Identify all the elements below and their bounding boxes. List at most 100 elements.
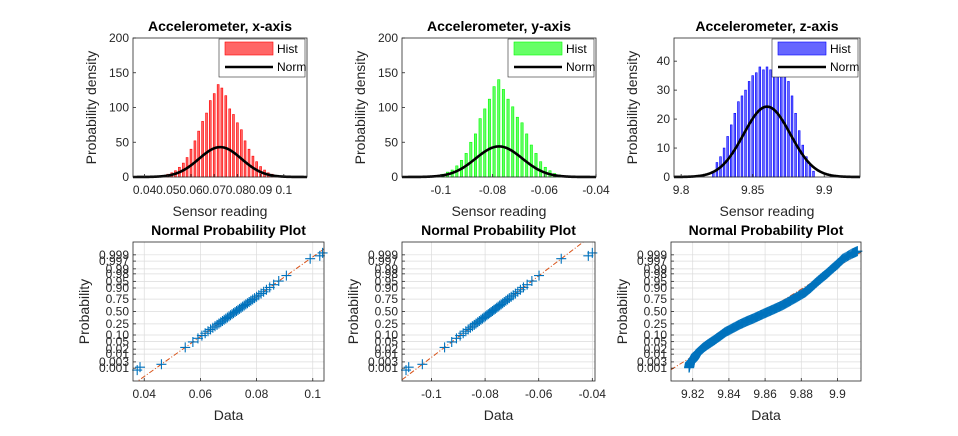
x-tick-label: -0.04 bbox=[582, 183, 610, 197]
y-tick-label: 0.98 bbox=[644, 267, 668, 281]
y-tick-label: 0.997 bbox=[368, 254, 398, 268]
histogram-bar bbox=[747, 81, 751, 178]
histogram-bar bbox=[726, 136, 729, 178]
y-tick-label: 0.997 bbox=[637, 254, 667, 268]
chart-title: Normal Probability Plot bbox=[151, 222, 306, 238]
histogram-bar bbox=[525, 133, 529, 178]
y-tick-label: 0.999 bbox=[637, 248, 667, 262]
x-axis-label: Sensor reading bbox=[452, 203, 547, 219]
x-tick-label: 9.88 bbox=[790, 387, 814, 401]
y-axis-label: Probability bbox=[614, 279, 630, 344]
y-tick-label: 0.001 bbox=[368, 361, 398, 375]
legend-label-norm: Norm bbox=[277, 60, 306, 74]
legend-label-hist: Hist bbox=[277, 42, 298, 56]
y-tick-label: 0.001 bbox=[637, 361, 667, 375]
x-tick-label: 0.09 bbox=[249, 183, 273, 197]
x-tick-label: -0.06 bbox=[531, 183, 559, 197]
histogram-bar bbox=[808, 165, 812, 178]
histogram-bar bbox=[776, 69, 779, 178]
y-axis-label: Probability bbox=[76, 279, 92, 344]
histogram-panel-2: -0.1 -0.08 -0.06 -0.04 0 50 100 150 200 Accelerom… bbox=[352, 18, 610, 219]
data-point bbox=[210, 321, 221, 332]
data-point bbox=[317, 247, 328, 258]
y-tick-label: 0.999 bbox=[99, 248, 129, 262]
data-point bbox=[135, 362, 146, 373]
x-tick-label: 0.05 bbox=[156, 183, 180, 197]
x-axis-label: Data bbox=[214, 407, 244, 423]
hist-axes-box bbox=[673, 37, 861, 178]
histogram-bar bbox=[762, 69, 765, 178]
histogram-bar bbox=[758, 66, 762, 178]
y-tick-label: 0.003 bbox=[368, 355, 398, 369]
histogram-bar bbox=[243, 140, 247, 178]
y-tick-label: 0.90 bbox=[644, 281, 668, 295]
x-tick-label: 9.9 bbox=[829, 387, 846, 401]
y-tick-label: 0.003 bbox=[99, 355, 129, 369]
legend: Hist Norm bbox=[218, 38, 306, 78]
legend-label-norm: Norm bbox=[566, 60, 595, 74]
x-axis-label: Sensor reading bbox=[720, 203, 815, 219]
y-tick-label: 0.95 bbox=[106, 274, 130, 288]
histogram-panel-1: 0.04 0.05 0.06 0.07 0.08 0.09 0.1 0 50 100 150 200 A… bbox=[83, 18, 308, 219]
histogram-bar bbox=[201, 121, 204, 178]
histogram-bar bbox=[515, 116, 519, 178]
histogram-bar bbox=[197, 130, 200, 178]
data-point bbox=[526, 276, 537, 287]
histogram-bar bbox=[478, 118, 482, 178]
histogram-bar bbox=[473, 133, 477, 178]
y-tick-label: 0.02 bbox=[644, 342, 668, 356]
y-tick-label: 50 bbox=[385, 135, 399, 149]
y-tick-label: 0.05 bbox=[106, 335, 130, 349]
legend-swatch-hist bbox=[777, 41, 827, 56]
chart-title: Normal Probability Plot bbox=[421, 222, 576, 238]
histogram-bar bbox=[534, 153, 538, 178]
y-axis-label: Probability density bbox=[83, 51, 99, 165]
data-point bbox=[510, 288, 521, 299]
chart-title: Accelerometer, y-axis bbox=[427, 18, 571, 34]
y-tick-label: 0.99 bbox=[644, 262, 668, 276]
histogram-bar bbox=[755, 72, 758, 178]
y-tick-label: 0.997 bbox=[99, 254, 129, 268]
data-point bbox=[273, 276, 284, 287]
y-tick-label: 0.003 bbox=[637, 355, 667, 369]
x-tick-label: 9.9 bbox=[816, 183, 833, 197]
x-axis-label: Data bbox=[751, 407, 781, 423]
y-tick-label: 0 bbox=[122, 170, 129, 184]
y-tick-label: 0.75 bbox=[375, 292, 399, 306]
legend: Hist Norm bbox=[507, 38, 595, 78]
histogram-bar bbox=[506, 98, 510, 178]
histogram-bar bbox=[487, 98, 491, 178]
y-tick-label: 100 bbox=[109, 101, 129, 115]
probability-panel-2: -0.1 -0.08 -0.06 -0.04 0.0010.0030.010.020.0… bbox=[345, 222, 606, 423]
y-tick-label: 0.50 bbox=[106, 305, 130, 319]
x-tick-label: 0.06 bbox=[179, 183, 203, 197]
histogram-bar bbox=[737, 101, 740, 178]
chart-title: Accelerometer, z-axis bbox=[695, 18, 838, 34]
data-point bbox=[417, 359, 428, 370]
legend-label-hist: Hist bbox=[830, 42, 851, 56]
x-tick-label: 9.84 bbox=[717, 387, 741, 401]
histogram-bar bbox=[812, 170, 815, 178]
chart-title: Normal Probability Plot bbox=[689, 222, 844, 238]
data-point bbox=[439, 342, 450, 353]
data-point bbox=[180, 342, 191, 353]
y-tick-label: 100 bbox=[378, 101, 398, 115]
histogram-bar bbox=[236, 122, 239, 178]
data-point bbox=[534, 270, 545, 281]
histogram-bar bbox=[765, 66, 769, 178]
histogram-bar bbox=[730, 124, 733, 178]
y-tick-label: 0.02 bbox=[375, 342, 399, 356]
histogram-bar bbox=[769, 69, 772, 178]
y-tick-label: 30 bbox=[657, 83, 671, 97]
y-tick-label: 0.50 bbox=[375, 305, 399, 319]
x-axis-label: Sensor reading bbox=[173, 203, 268, 219]
data-point bbox=[587, 247, 598, 258]
histogram-bar bbox=[529, 144, 533, 178]
histogram-bar bbox=[224, 95, 228, 178]
data-point bbox=[268, 279, 279, 290]
y-tick-label: 0.75 bbox=[106, 292, 130, 306]
y-tick-label: 150 bbox=[109, 66, 129, 80]
y-axis-label: Probability bbox=[345, 279, 361, 344]
x-tick-label: -0.06 bbox=[525, 387, 553, 401]
y-tick-label: 0.90 bbox=[375, 281, 399, 295]
